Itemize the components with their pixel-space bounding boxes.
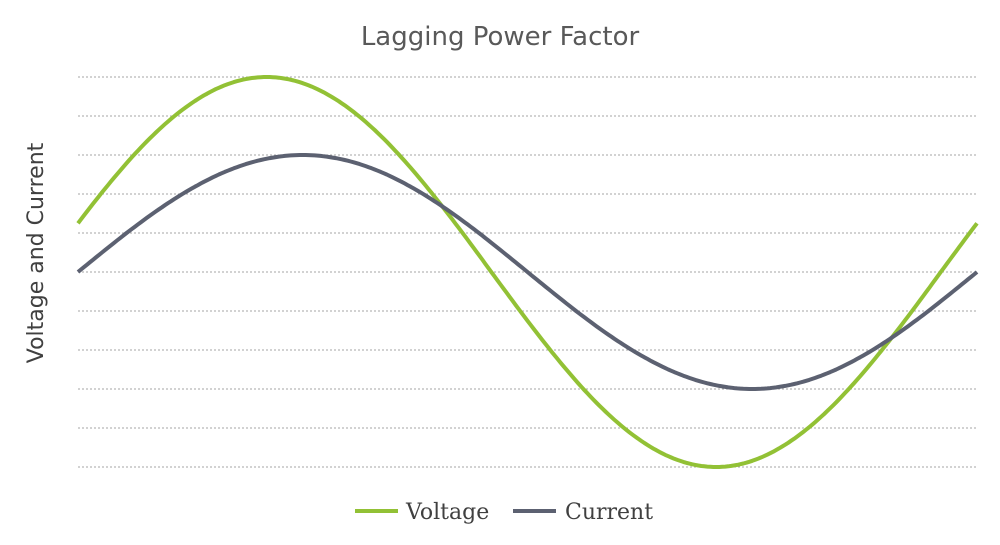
series-line-voltage (76, 75, 979, 469)
legend-label-current: Current (565, 500, 653, 525)
y-axis-label: Voltage and Current (24, 142, 49, 363)
legend-label-voltage: Voltage (405, 500, 489, 525)
series-lines (76, 75, 979, 469)
series-line-current (76, 153, 979, 391)
chart-title: Lagging Power Factor (361, 22, 640, 52)
legend: Voltage Current (355, 500, 653, 525)
